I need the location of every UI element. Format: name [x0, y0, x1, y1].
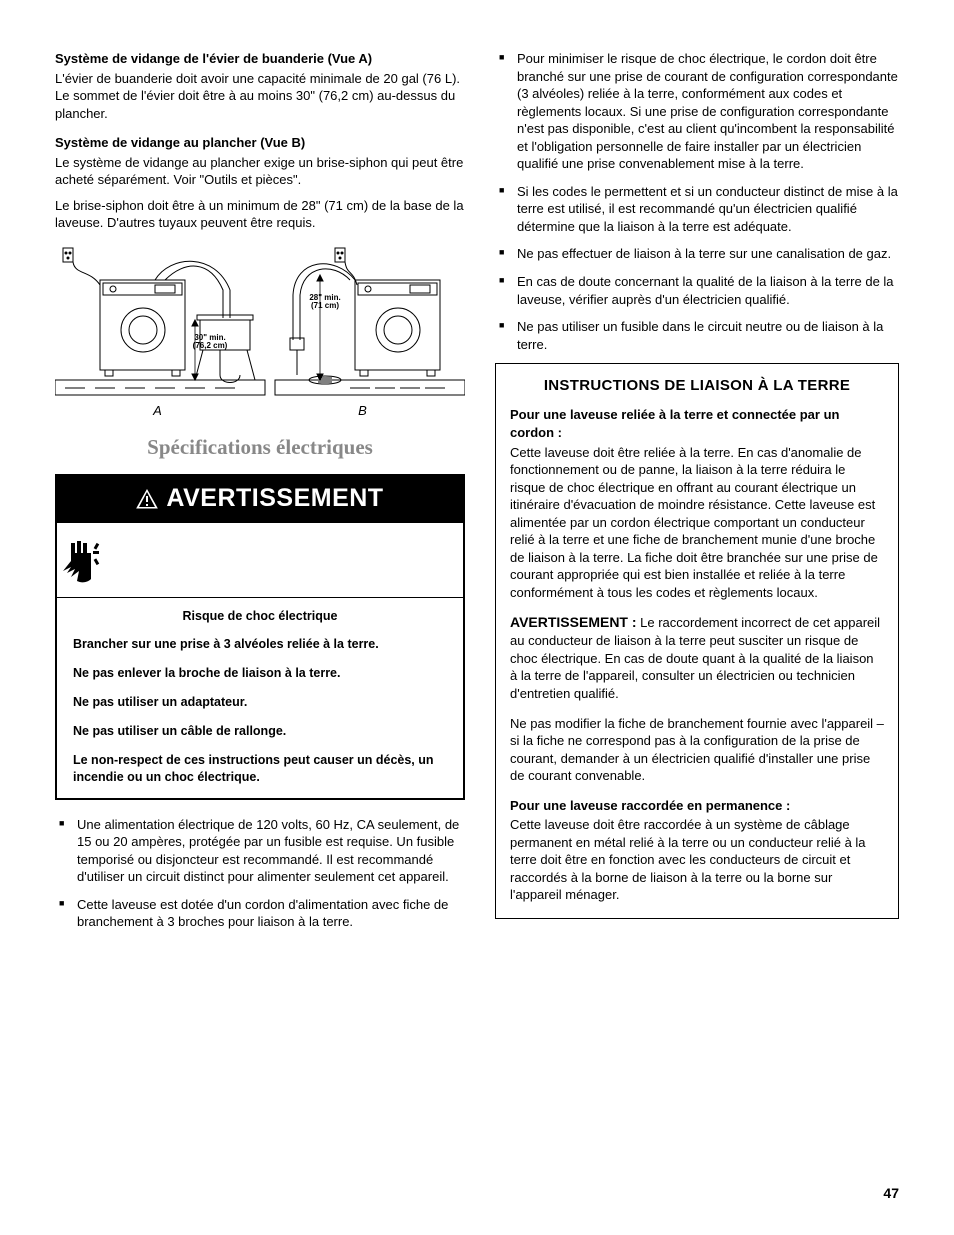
dim-a-2: (76,2 cm) — [193, 341, 228, 350]
warning-line-3: Ne pas utiliser un adaptateur. — [73, 694, 447, 711]
page-number: 47 — [883, 1184, 899, 1203]
grounding-body-1: Cette laveuse doit être reliée à la terr… — [510, 444, 884, 602]
shock-hand-icon — [57, 533, 113, 589]
diagram-label-b: B — [358, 402, 367, 420]
grounding-title: INSTRUCTIONS DE LIAISON À LA TERRE — [510, 376, 884, 396]
right-bullets: Pour minimiser le risque de choc électri… — [495, 50, 899, 353]
avert-inline-label: AVERTISSEMENT : — [510, 614, 637, 630]
list-item: En cas de doute concernant la qualité de… — [495, 273, 899, 308]
grounding-body-2: Ne pas modifier la fiche de branchement … — [510, 715, 884, 785]
diagram-label-a: A — [153, 402, 162, 420]
dim-b-2: (71 cm) — [311, 301, 339, 310]
warning-banner-text: AVERTISSEMENT — [166, 482, 383, 516]
warning-line-2: Ne pas enlever la broche de liaison à la… — [73, 665, 447, 682]
drain-diagram: 30" min. (76,2 cm) — [55, 240, 465, 420]
warning-line-4: Ne pas utiliser un câble de rallonge. — [73, 723, 447, 740]
list-item: Ne pas effectuer de liaison à la terre s… — [495, 245, 899, 263]
heading-vue-b: Système de vidange au plancher (Vue B) — [55, 134, 465, 152]
grounding-sub-1: Pour une laveuse reliée à la terre et co… — [510, 406, 884, 441]
left-bullets: Une alimentation électrique de 120 volts… — [55, 816, 465, 931]
warning-line-5: Le non-respect de ces instructions peut … — [73, 752, 447, 786]
warning-line-1: Brancher sur une prise à 3 alvéoles reli… — [73, 636, 447, 653]
grounding-avert: AVERTISSEMENT : Le raccordement incorrec… — [510, 613, 884, 702]
list-item: Ne pas utiliser un fusible dans le circu… — [495, 318, 899, 353]
warning-banner: AVERTISSEMENT — [57, 476, 463, 523]
grounding-body-3: Cette laveuse doit être raccordée à un s… — [510, 816, 884, 904]
para-vue-b-1: Le système de vidange au plancher exige … — [55, 154, 465, 189]
heading-vue-a: Système de vidange de l'évier de buander… — [55, 50, 465, 68]
grounding-instructions-box: INSTRUCTIONS DE LIAISON À LA TERRE Pour … — [495, 363, 899, 919]
list-item: Une alimentation électrique de 120 volts… — [55, 816, 465, 886]
warning-triangle-icon — [136, 489, 158, 509]
electrical-heading: Spécifications électriques — [55, 433, 465, 461]
list-item: Cette laveuse est dotée d'un cordon d'al… — [55, 896, 465, 931]
para-vue-b-2: Le brise-siphon doit être à un minimum d… — [55, 197, 465, 232]
grounding-sub-2: Pour une laveuse raccordée en permanence… — [510, 797, 884, 815]
list-item: Pour minimiser le risque de choc électri… — [495, 50, 899, 173]
para-vue-a: L'évier de buanderie doit avoir une capa… — [55, 70, 465, 123]
list-item: Si les codes le permettent et si un cond… — [495, 183, 899, 236]
warning-risk: Risque de choc électrique — [73, 608, 447, 625]
warning-box: AVERTISSEMENT Risque de choc électrique … — [55, 474, 465, 800]
